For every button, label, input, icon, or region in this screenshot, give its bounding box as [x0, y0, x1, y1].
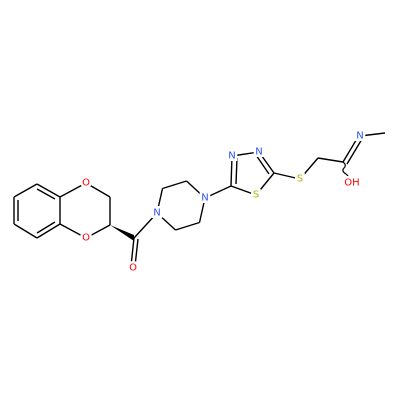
atom-label: O — [129, 263, 137, 274]
atom-labels: O O O N N N N S S N OH — [80, 128, 367, 276]
atom-label: S — [297, 174, 303, 185]
atom-label: N — [255, 147, 262, 158]
atom-label: S — [253, 190, 259, 201]
atom-label: OH — [344, 178, 359, 189]
atom-label: N — [153, 208, 160, 219]
wedge-bond — [110, 225, 134, 241]
atom-label: O — [82, 233, 90, 244]
atom-label: N — [356, 131, 363, 142]
atom-label: N — [228, 151, 235, 162]
atom-label: N — [201, 193, 208, 204]
wavy-bond — [342, 161, 349, 181]
atom-label: O — [82, 178, 90, 189]
bonds — [13, 132, 386, 267]
